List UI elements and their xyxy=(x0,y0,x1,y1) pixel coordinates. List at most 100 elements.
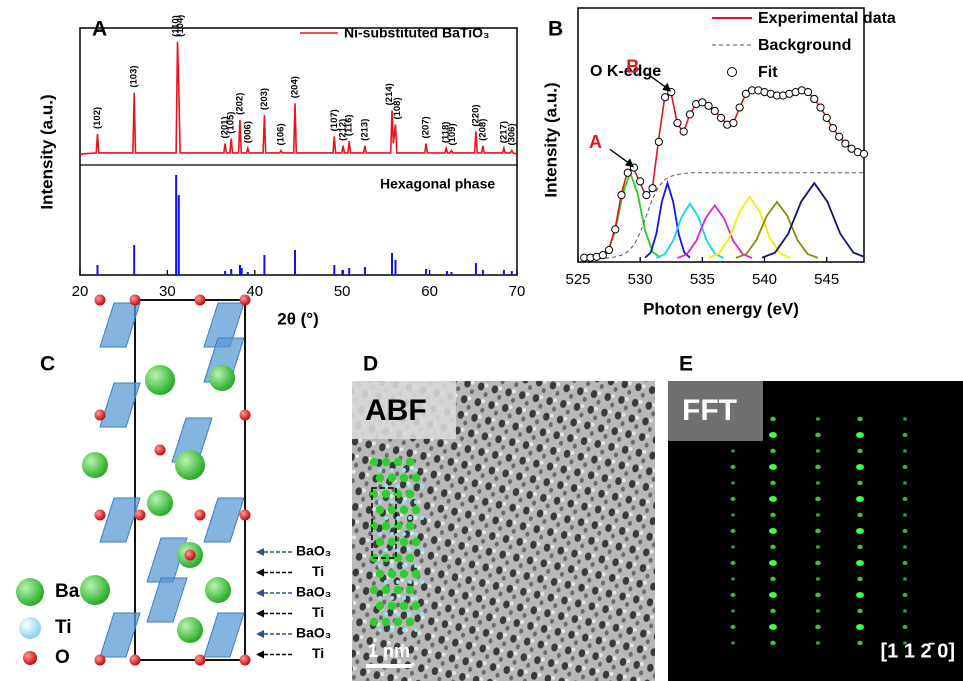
ba-dot xyxy=(399,569,409,579)
x-tick-label: 545 xyxy=(814,271,839,288)
x-axis-label: 2θ (°) xyxy=(277,309,319,328)
plot-frame xyxy=(577,7,865,263)
peak-label: (108) xyxy=(392,97,403,119)
ti-dot xyxy=(408,580,412,584)
arrow-head xyxy=(256,589,264,597)
fft-spot xyxy=(857,576,863,582)
panel-d: D ABF 1 nm xyxy=(352,353,655,681)
fit-point xyxy=(828,124,838,133)
x-tick-label: 50 xyxy=(334,283,351,300)
fit-point xyxy=(810,94,819,104)
layer-label: Ti xyxy=(312,604,324,620)
fit-point xyxy=(822,113,831,122)
series-line xyxy=(584,172,864,260)
fft-spot xyxy=(856,496,864,502)
fft-spot xyxy=(902,529,908,533)
fft-spot xyxy=(769,464,777,470)
ba-dot xyxy=(405,489,415,499)
legend-label: Fit xyxy=(758,64,778,81)
ba-atom xyxy=(209,365,235,391)
peak-label: (217) xyxy=(498,121,509,143)
ba-dot xyxy=(411,601,421,611)
o-atom xyxy=(94,509,106,521)
fft-spot xyxy=(903,545,907,549)
fft-spot xyxy=(902,561,908,565)
ba-dot xyxy=(369,489,379,499)
ti-dot xyxy=(414,468,418,472)
arrow-head xyxy=(256,568,264,577)
fit-point xyxy=(847,144,856,153)
o-atom xyxy=(239,509,251,521)
fit-point xyxy=(648,184,657,193)
o-atom xyxy=(239,409,251,421)
image-title: FFT xyxy=(682,394,737,427)
fit-point xyxy=(741,89,750,98)
panel-e: E FFT [1 1 2̄ 0] xyxy=(668,353,963,681)
ba-dot xyxy=(387,537,397,547)
fft-spot xyxy=(857,416,863,422)
arrow-head xyxy=(662,82,672,92)
ti-dot xyxy=(402,500,406,504)
fit-component xyxy=(761,181,864,259)
ba-dot xyxy=(411,505,421,515)
ti-dot xyxy=(390,628,394,632)
ba-dot xyxy=(375,601,385,611)
ti-dot xyxy=(402,468,406,472)
ba-dot xyxy=(375,569,385,579)
peak-label: (118) xyxy=(441,122,452,144)
fft-spot xyxy=(815,577,821,581)
x-axis-label: Photon energy (eV) xyxy=(643,299,799,318)
fft-spot xyxy=(903,481,907,485)
fft-spot xyxy=(902,593,908,597)
peak-label: (214) xyxy=(384,83,395,105)
ti-dot xyxy=(378,532,382,536)
x-tick-label: 20 xyxy=(72,283,89,300)
o-atom xyxy=(194,294,206,306)
fft-spot xyxy=(770,576,776,582)
title-box xyxy=(668,381,763,441)
fit-point xyxy=(841,139,850,148)
fft-spot xyxy=(815,528,821,534)
ti-dot xyxy=(390,532,394,536)
image-title: ABF xyxy=(365,394,427,427)
y-axis-label: Intensity (a.u.) xyxy=(541,82,560,197)
octahedron xyxy=(146,577,188,623)
fft-spot xyxy=(857,544,863,550)
legend-ba xyxy=(16,578,44,606)
ba-dot xyxy=(393,553,403,563)
ti-dot xyxy=(384,516,388,520)
fft-spot xyxy=(903,577,907,581)
fft-spot xyxy=(730,465,736,469)
legend-o xyxy=(23,651,37,665)
fft-spot xyxy=(770,416,776,422)
ti-dot xyxy=(378,628,382,632)
ba-dot xyxy=(393,617,403,627)
ba-atom xyxy=(205,577,231,603)
fft-spot xyxy=(815,592,821,598)
fft-spot xyxy=(731,513,735,517)
x-tick-label: 40 xyxy=(246,283,263,300)
octahedron xyxy=(99,302,141,348)
scale-bar-label: 1 nm xyxy=(368,641,410,661)
ti-dot xyxy=(414,500,418,504)
fit-point xyxy=(642,190,651,200)
ti-dot xyxy=(384,612,388,616)
unit-cell xyxy=(134,299,246,661)
ti-dot xyxy=(378,596,382,600)
fft-spot xyxy=(730,529,736,533)
fit-component xyxy=(644,179,691,259)
o-atom xyxy=(239,294,251,306)
fit-point xyxy=(710,106,719,116)
fft-spot xyxy=(770,448,776,454)
ba-dot xyxy=(387,569,397,579)
ti-dot xyxy=(414,564,418,568)
zone-axis: [1 1 2̄ 0] xyxy=(881,640,955,662)
arrow-head xyxy=(256,650,264,659)
peak-label: B xyxy=(626,57,639,77)
ba-dot xyxy=(393,521,403,531)
ti-dot xyxy=(396,580,400,584)
fft-spot xyxy=(815,560,821,566)
ba-atom xyxy=(80,575,110,605)
peak-label: A xyxy=(589,132,602,152)
fit-point xyxy=(636,177,645,186)
